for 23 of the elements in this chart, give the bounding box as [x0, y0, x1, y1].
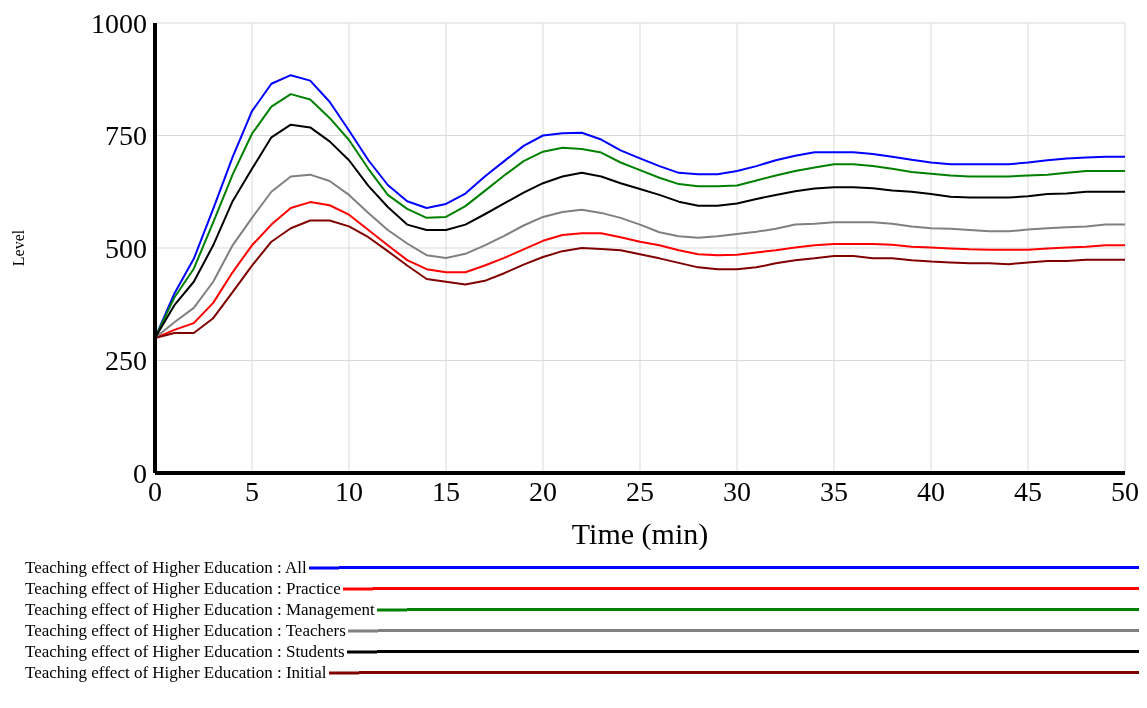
x-tick-label: 20 — [529, 475, 557, 507]
x-tick-label: 25 — [626, 475, 654, 507]
x-tick-label: 15 — [432, 475, 460, 507]
x-tick-label: 30 — [723, 475, 751, 507]
legend-label: Teaching effect of Higher Education : Initial — [24, 662, 327, 683]
x-tick-label: 5 — [245, 475, 259, 507]
legend-label: Teaching effect of Higher Education : Practice — [24, 578, 341, 599]
legend-label: Teaching effect of Higher Education : All — [24, 557, 307, 578]
legend-label: Teaching effect of Higher Education : Management — [24, 599, 375, 620]
legend-label: Teaching effect of Higher Education : Students — [24, 641, 345, 662]
x-tick-label: 50 — [1111, 475, 1139, 507]
y-axis-title: Level — [9, 229, 27, 267]
y-tick-label: 750 — [105, 120, 147, 152]
y-tick-label: 250 — [105, 345, 147, 377]
x-tick-label: 40 — [917, 475, 945, 507]
legend-label: Teaching effect of Higher Education : Teachers — [24, 620, 346, 641]
x-tick-label: 10 — [335, 475, 363, 507]
x-tick-label: 45 — [1014, 475, 1042, 507]
line-series — [155, 173, 1125, 339]
x-tick-label: 35 — [820, 475, 848, 507]
y-tick-label: 1000 — [91, 7, 147, 39]
x-axis-title: Time (min) — [571, 517, 709, 551]
y-tick-label: 500 — [105, 232, 147, 264]
